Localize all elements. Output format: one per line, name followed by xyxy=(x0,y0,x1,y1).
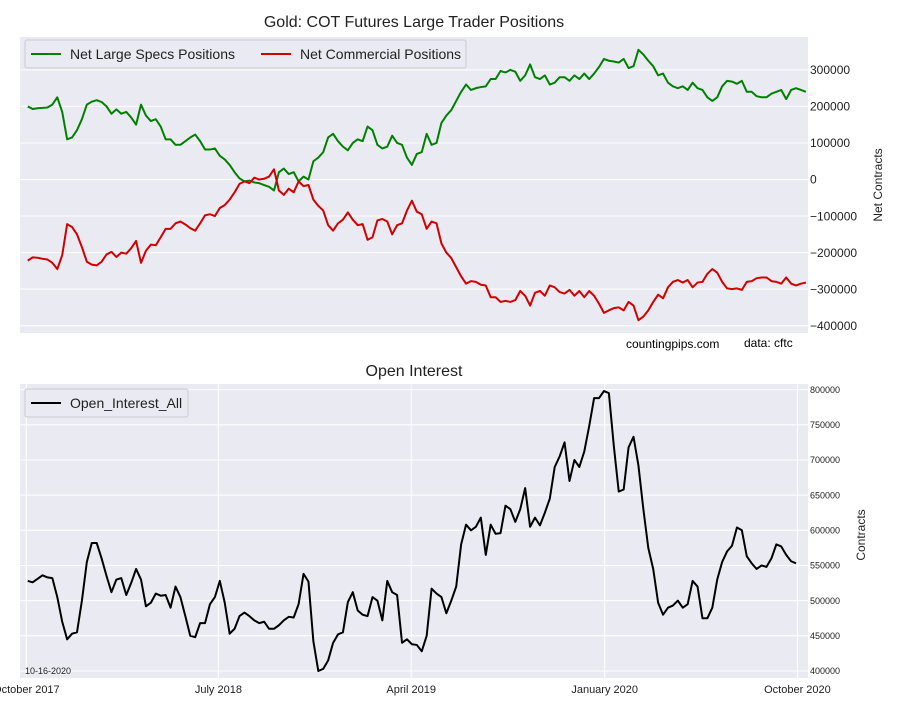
series-line-open-interest-all xyxy=(27,390,797,672)
positions-grid xyxy=(20,69,808,327)
y-tick-label: 450000 xyxy=(810,631,840,641)
open-interest-legend: Open_Interest_All xyxy=(24,388,189,418)
open-interest-plot-area xyxy=(20,384,808,678)
y-tick-label: 400000 xyxy=(810,666,840,676)
legend-label-net-large-specs: Net Large Specs Positions xyxy=(70,46,235,62)
open-interest-legend-box xyxy=(24,388,189,418)
open-interest-title: Open Interest xyxy=(366,363,464,380)
y-tick-label: 650000 xyxy=(810,490,840,500)
y-tick-label: −100000 xyxy=(810,209,857,223)
x-tick-label: July 2018 xyxy=(195,684,242,696)
y-tick-label: 300000 xyxy=(810,63,850,77)
x-tick-label: January 2020 xyxy=(571,684,638,696)
positions-y-axis-label: Net Contracts xyxy=(871,148,885,221)
positions-legend: Net Large Specs Positions Net Commercial… xyxy=(24,39,467,69)
y-tick-label: 500000 xyxy=(810,596,840,606)
y-tick-label: −300000 xyxy=(810,282,857,296)
positions-legend-box xyxy=(24,39,467,69)
y-tick-label: 0 xyxy=(810,173,817,187)
y-tick-label: −200000 xyxy=(810,246,857,260)
open-interest-series xyxy=(27,390,797,672)
y-tick-label: 600000 xyxy=(810,525,840,535)
legend-label-net-commercial: Net Commercial Positions xyxy=(300,46,461,62)
y-tick-label: 550000 xyxy=(810,561,840,571)
open-interest-y-axis-label: Contracts xyxy=(854,509,868,560)
source-label: data: cftc xyxy=(744,336,793,350)
date-stamp: 10-16-2020 xyxy=(25,666,71,676)
y-tick-label: 100000 xyxy=(810,136,850,150)
series-line-net-commercial-positions xyxy=(27,168,807,322)
series-line-net-large-specs-positions xyxy=(27,48,807,192)
x-tick-label: April 2019 xyxy=(386,684,436,696)
y-tick-label: −400000 xyxy=(810,319,857,333)
positions-plot-area xyxy=(20,37,808,333)
x-tick-label: October 2020 xyxy=(764,684,831,696)
positions-y-ticks: −400000 −300000 −200000 −100000 0 100000 20000… xyxy=(810,63,857,333)
y-tick-label: 700000 xyxy=(810,455,840,465)
open-interest-y-ticks: 400000 450000 500000 550000 600000 650000 7000… xyxy=(810,385,840,676)
positions-title: Gold: COT Futures Large Trader Positions xyxy=(264,14,564,31)
x-tick-label: October 2017 xyxy=(0,684,60,696)
positions-panel: −400000 −300000 −200000 −100000 0 100000 20000… xyxy=(20,14,885,351)
y-tick-label: 200000 xyxy=(810,100,850,114)
open-interest-panel: 400000 450000 500000 550000 600000 650000 7000… xyxy=(0,363,868,696)
y-tick-label: 800000 xyxy=(810,385,840,395)
credit-label: countingpips.com xyxy=(626,337,719,351)
y-tick-label: 750000 xyxy=(810,420,840,430)
legend-label-open-interest: Open_Interest_All xyxy=(70,395,182,411)
open-interest-x-ticks: October 2017 July 2018 April 2019 January 2… xyxy=(0,684,831,696)
positions-series xyxy=(27,48,807,322)
